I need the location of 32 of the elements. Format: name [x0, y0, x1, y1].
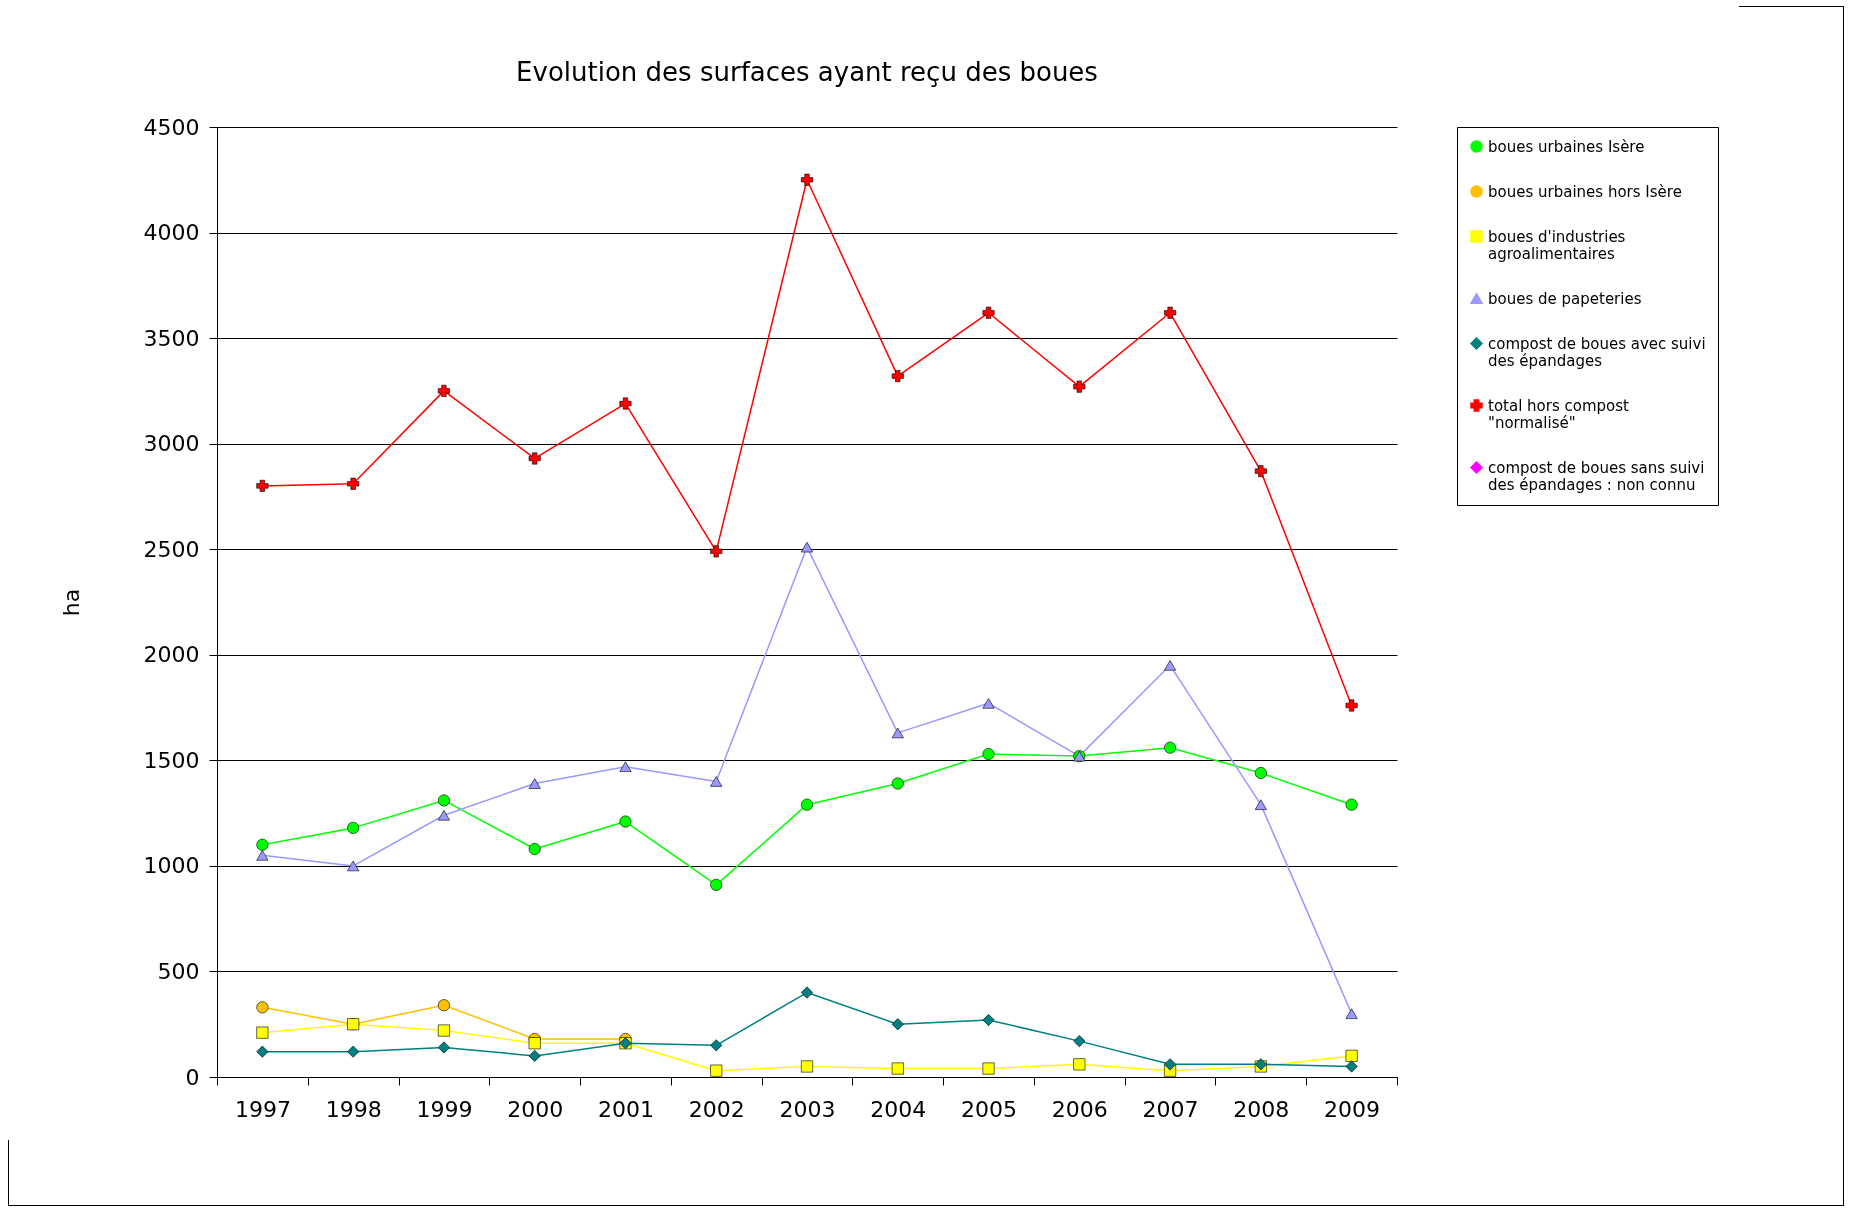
y-tick-label: 4500: [143, 114, 200, 140]
y-tick-label: 1000: [143, 853, 200, 879]
y-tick-label: 2500: [143, 536, 200, 562]
legend-label: boues d'industries agroalimentaires: [1488, 227, 1626, 263]
x-tick-label: 2006: [1051, 1096, 1108, 1122]
x-tick-label: 2003: [779, 1096, 836, 1122]
legend-label: compost de boues avec suivi des épandages: [1488, 334, 1706, 370]
chart-title: Evolution des surfaces ayant reçu des boues: [516, 57, 1098, 87]
x-tick-label: 2007: [1142, 1096, 1199, 1122]
x-tick-label: 2008: [1233, 1096, 1290, 1122]
x-tick-label: 2004: [870, 1096, 927, 1122]
y-tick-label: 4000: [143, 220, 200, 246]
legend-label: boues urbaines hors Isère: [1488, 182, 1682, 201]
legend-label: compost de boues sans suivi des épandages : non connu: [1488, 458, 1705, 494]
y-axis-title: ha: [58, 588, 84, 617]
x-tick-label: 2001: [597, 1096, 654, 1122]
y-tick-label: 2000: [143, 642, 200, 668]
x-tick-label: 2009: [1324, 1096, 1381, 1122]
x-tick-label: 2005: [961, 1096, 1018, 1122]
y-tick-label: 3500: [143, 325, 200, 351]
y-tick-label: 1500: [143, 747, 200, 773]
x-tick-label: 2000: [507, 1096, 564, 1122]
y-tick-label: 0: [185, 1064, 200, 1090]
y-tick-label: 3000: [143, 431, 200, 457]
x-tick-label: 2002: [688, 1096, 745, 1122]
y-tick-label: 500: [157, 958, 200, 984]
legend-label: boues de papeteries: [1488, 289, 1642, 308]
legend-label: boues urbaines Isère: [1488, 137, 1645, 156]
legend-label: total hors compost "normalisé": [1488, 396, 1630, 432]
x-tick-label: 1998: [325, 1096, 382, 1122]
x-tick-label: 1999: [416, 1096, 473, 1122]
x-tick-label: 1997: [234, 1096, 291, 1122]
